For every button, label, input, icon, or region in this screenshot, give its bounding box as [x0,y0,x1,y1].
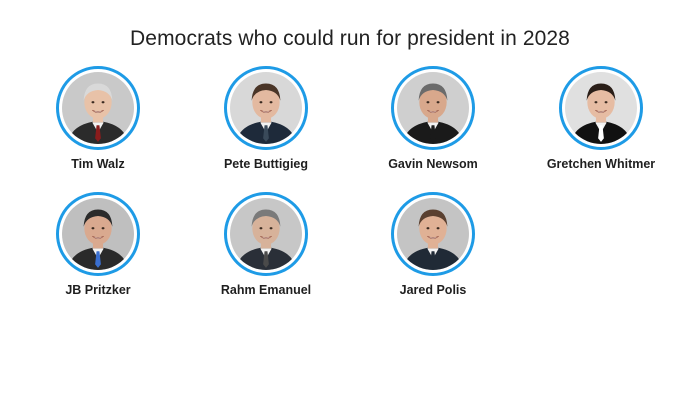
portrait-icon [62,72,134,144]
candidate-pete-buttigieg: Pete Buttigieg [196,66,336,171]
portrait-ring [224,192,308,276]
candidate-name: Gavin Newsom [388,157,478,171]
candidate-gretchen-whitmer: Gretchen Whitmer [531,66,671,171]
portrait-ring [391,192,475,276]
portrait-icon [62,198,134,270]
candidate-gavin-newsom: Gavin Newsom [363,66,503,171]
portrait-icon [230,72,302,144]
portrait-icon [230,198,302,270]
candidate-rahm-emanuel: Rahm Emanuel [196,192,336,297]
candidate-jared-polis: Jared Polis [363,192,503,297]
portrait-ring [224,66,308,150]
portrait-icon [565,72,637,144]
candidate-name: Rahm Emanuel [220,283,312,297]
portrait-icon [397,72,469,144]
portrait-ring [56,192,140,276]
candidate-name: JB Pritzker [65,283,131,297]
candidate-name: Tim Walz [71,157,125,171]
candidate-jb-pritzker: JB Pritzker [28,192,168,297]
portrait-ring [56,66,140,150]
candidate-name: Jared Polis [399,283,467,297]
page-title: Democrats who could run for president in… [130,27,570,50]
candidate-name: Pete Buttigieg [223,157,309,171]
candidate-name: Gretchen Whitmer [546,157,656,171]
portrait-ring [559,66,643,150]
portrait-ring [391,66,475,150]
portrait-icon [397,198,469,270]
candidate-tim-walz: Tim Walz [28,66,168,171]
